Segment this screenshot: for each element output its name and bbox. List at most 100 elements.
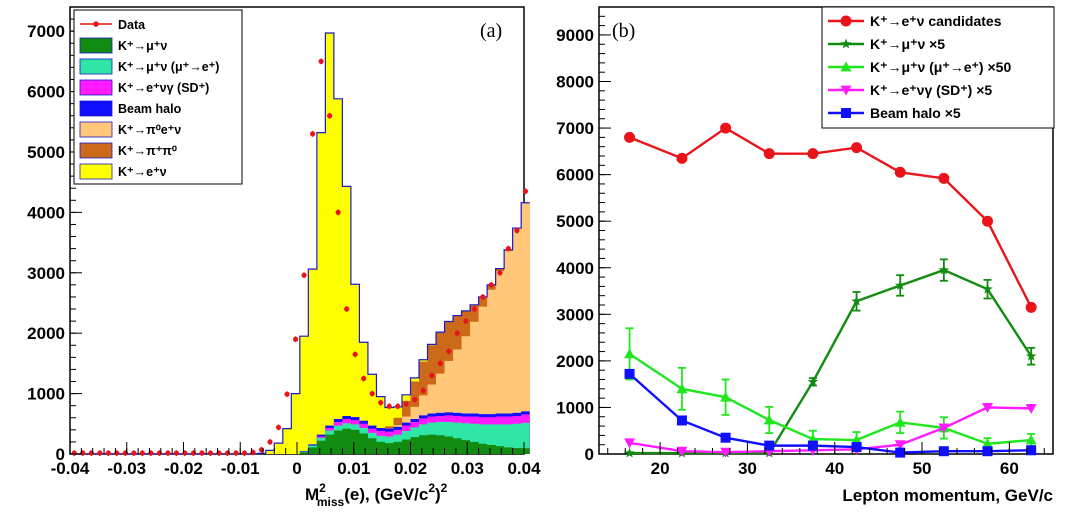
- data-point: [131, 450, 137, 456]
- series-line: [629, 126, 1033, 308]
- legend-label: Beam halo ×5: [870, 105, 961, 121]
- panel-a-tag: (a): [480, 20, 502, 42]
- legend-label: K⁺→e⁺νγ (SD⁺): [118, 81, 209, 95]
- y-tick-label: 4000: [27, 203, 65, 222]
- y-tick-label: 3000: [556, 305, 594, 324]
- legend-label: K⁺→π⁰e⁺ν: [118, 123, 181, 137]
- y-tick-label: 9000: [556, 26, 594, 45]
- xlabel-sub: miss: [317, 495, 345, 509]
- series-line: [629, 268, 1033, 455]
- series-point: [807, 440, 818, 451]
- panel-a-ticks: -0.04 -0.03 -0.02 -0.01 0 0.01 0.02 0.03 0.04 0 10…: [27, 6, 541, 478]
- legend-label: K⁺→e⁺ν: [118, 165, 167, 179]
- x-tick-label: -0.03: [107, 459, 146, 478]
- y-tick-label: 0: [56, 445, 65, 464]
- data-point: [497, 270, 503, 276]
- series-point: [720, 447, 732, 458]
- data-point: [488, 282, 494, 288]
- data-point: [199, 450, 205, 456]
- series-point: [894, 166, 906, 178]
- data-point: [267, 439, 273, 445]
- series-point: [982, 403, 994, 413]
- x-tick-label: -0.01: [221, 459, 260, 478]
- data-point: [463, 318, 469, 324]
- data-point: [310, 131, 316, 137]
- series-point: [982, 438, 994, 449]
- series-point: [676, 152, 688, 164]
- series-group: [624, 122, 1037, 313]
- x-tick-label: 0.01: [337, 459, 370, 478]
- data-point: [301, 272, 307, 278]
- xlabel-rest: (e), (GeV/c: [344, 485, 428, 504]
- series-point: [840, 15, 852, 27]
- xlabel-main: M: [305, 485, 319, 504]
- series-point: [982, 446, 993, 457]
- data-point: [471, 306, 477, 312]
- series-line: [628, 373, 1032, 454]
- legend-label: K⁺→π⁺π⁰: [118, 144, 178, 158]
- panel-b-tag: (b): [612, 20, 635, 42]
- panel-a-legend: Data K⁺→μ⁺ν K⁺→μ⁺ν (μ⁺→e⁺) K⁺→e⁺νγ (SD⁺) Bea…: [73, 9, 243, 185]
- series-point: [624, 368, 635, 379]
- legend-swatch: [79, 121, 113, 138]
- series-point: [720, 432, 731, 443]
- x-tick-label: -0.02: [164, 459, 203, 478]
- xlabel-final-sup: 2: [441, 481, 448, 495]
- legend-label: K⁺→μ⁺ν: [118, 39, 167, 53]
- data-point: [173, 450, 180, 456]
- y-tick-label: 8000: [556, 73, 594, 92]
- y-tick-label: 2000: [27, 324, 65, 343]
- series-point: [807, 376, 819, 387]
- data-point: [352, 351, 358, 357]
- data-point: [505, 246, 511, 252]
- legend-swatch: [79, 142, 113, 159]
- panel-a-xlabel: M2 miss(e), (GeV/c2)2: [305, 481, 448, 509]
- xlabel-rest-end: ): [435, 485, 441, 504]
- series-point: [1025, 350, 1037, 361]
- data-point: [514, 227, 520, 234]
- legend-swatch: [79, 58, 113, 75]
- y-tick-label: 7000: [556, 119, 594, 138]
- data-point: [403, 401, 409, 407]
- series-point: [841, 108, 851, 118]
- data-point: [446, 348, 452, 354]
- series-point: [720, 122, 732, 134]
- series-line: [628, 352, 1032, 445]
- data-point: [361, 375, 367, 382]
- xlabel-rest-sup: 2: [428, 481, 435, 495]
- data-point: [284, 391, 290, 397]
- panel-b-series: [624, 122, 1037, 458]
- x-tick-label: 0.02: [394, 459, 427, 478]
- data-point: [275, 424, 282, 431]
- data-point: [412, 397, 418, 403]
- data-point: [335, 209, 341, 215]
- series-point: [895, 447, 906, 458]
- series-point: [624, 348, 636, 359]
- series-point: [938, 264, 950, 275]
- series-point: [851, 142, 863, 154]
- series-point: [938, 423, 950, 434]
- series-point: [982, 215, 994, 227]
- legend-label: Beam halo: [118, 102, 182, 116]
- legend-label: K⁺→e⁺νγ (SD⁺) ×5: [870, 82, 992, 98]
- data-point: [386, 403, 392, 409]
- legend-label: K⁺→e⁺ν candidates: [870, 13, 1002, 29]
- area-k2pi: [70, 202, 530, 454]
- legend-label: Data: [118, 18, 146, 32]
- data-point: [71, 450, 77, 456]
- y-tick-label: 4000: [556, 259, 594, 278]
- series-point: [624, 131, 636, 143]
- series-point: [1026, 445, 1037, 456]
- series-point: [894, 416, 906, 427]
- series-point: [851, 295, 862, 306]
- legend-swatch: [79, 37, 113, 54]
- data-point: [292, 336, 299, 342]
- series-point: [894, 279, 906, 290]
- x-tick-label: 40: [825, 459, 844, 478]
- series-point: [1025, 434, 1037, 445]
- series-point: [840, 61, 852, 72]
- legend-label: K⁺→μ⁺ν (μ⁺→e⁺) ×50: [870, 59, 1011, 75]
- data-point: [395, 403, 401, 409]
- x-tick-label: -0.04: [51, 459, 90, 478]
- panel-b-legend: K⁺→e⁺ν candidates K⁺→μ⁺ν ×5 K⁺→μ⁺ν (μ⁺→e⁺)…: [821, 6, 1055, 129]
